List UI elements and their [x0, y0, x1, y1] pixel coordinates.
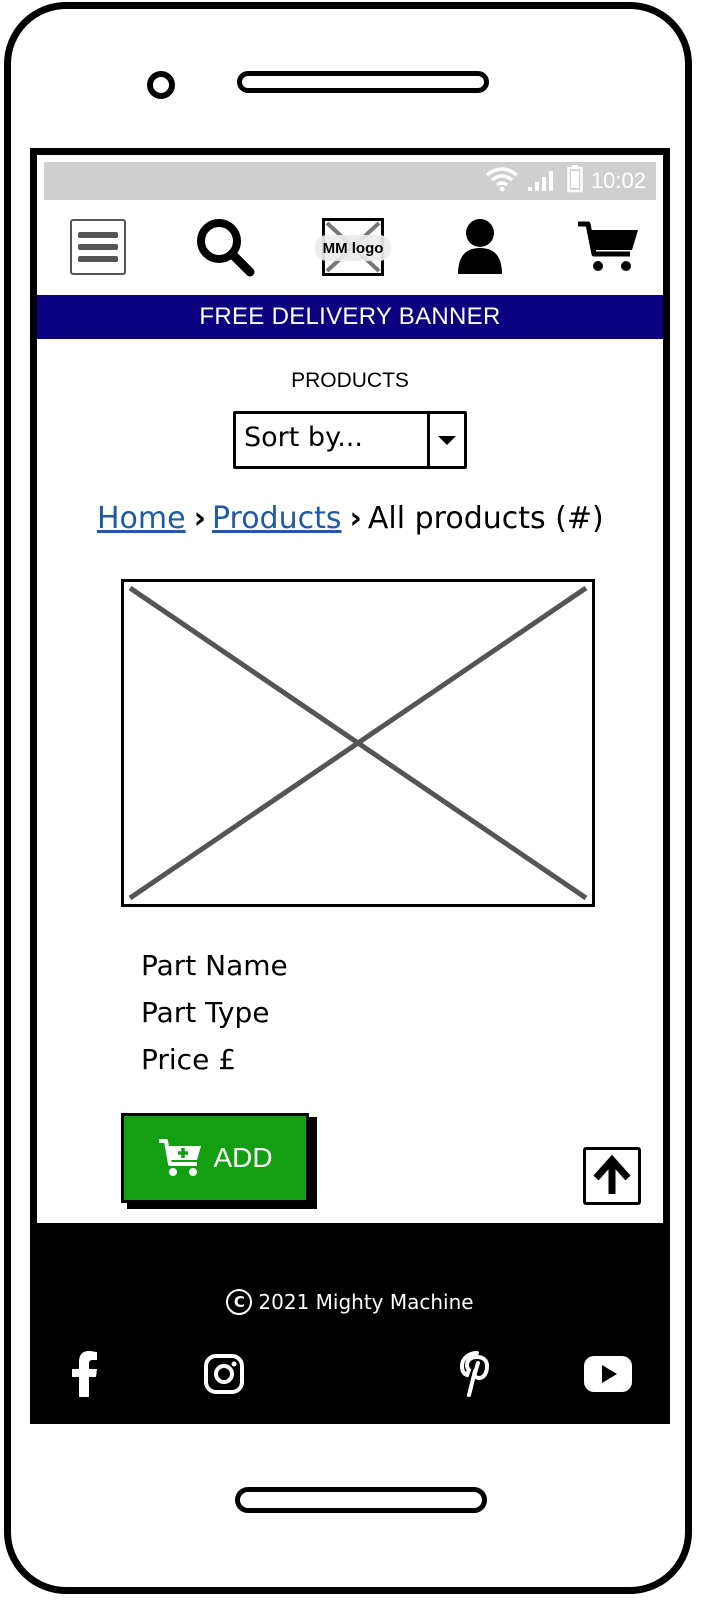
- status-bar: 10:02: [44, 162, 656, 200]
- header: MM logo: [44, 210, 656, 284]
- copyright: C 2021 Mighty Machine: [37, 1289, 663, 1315]
- cart-button[interactable]: [576, 210, 640, 284]
- wifi-icon: [485, 166, 519, 196]
- product-type: Part Type: [141, 996, 270, 1029]
- breadcrumb-home-link[interactable]: Home: [97, 501, 186, 536]
- logo-text: MM logo: [315, 235, 391, 261]
- instagram-link[interactable]: [201, 1347, 247, 1401]
- signal-icon: [527, 166, 559, 196]
- facebook-icon: [72, 1351, 97, 1397]
- delivery-banner: FREE DELIVERY BANNER: [37, 295, 663, 339]
- account-button[interactable]: [452, 210, 508, 284]
- copyright-icon: C: [226, 1289, 253, 1315]
- product-price: Price £: [141, 1043, 237, 1076]
- instagram-icon: [204, 1354, 244, 1394]
- youtube-icon: [584, 1356, 632, 1392]
- sort-select[interactable]: Sort by...: [233, 411, 467, 469]
- search-button[interactable]: [194, 210, 256, 284]
- chevron-right-icon: ›: [349, 501, 362, 536]
- facebook-link[interactable]: [63, 1347, 107, 1401]
- sort-select-value: Sort by...: [244, 422, 363, 453]
- menu-button[interactable]: [68, 210, 128, 284]
- product-image-placeholder[interactable]: [121, 579, 595, 907]
- pinterest-icon: [460, 1351, 490, 1397]
- add-button-label: ADD: [213, 1142, 273, 1173]
- chevron-right-icon: ›: [193, 501, 206, 536]
- copyright-text: 2021 Mighty Machine: [258, 1290, 474, 1314]
- page-title: PRODUCTS: [291, 369, 409, 392]
- user-icon: [458, 219, 502, 274]
- status-time: 10:02: [590, 168, 646, 193]
- add-to-cart-icon: [159, 1139, 202, 1176]
- home-button[interactable]: [235, 1487, 487, 1513]
- speaker: [237, 71, 489, 93]
- logo-placeholder-image: MM logo: [315, 218, 391, 276]
- pinterest-link[interactable]: [455, 1347, 501, 1401]
- screen: 10:02 MM logo: [30, 148, 670, 1424]
- add-to-cart-button[interactable]: ADD: [121, 1113, 309, 1203]
- breadcrumb: Home › Products › All products (#): [97, 501, 604, 536]
- camera: [147, 71, 175, 99]
- youtube-link[interactable]: [581, 1347, 635, 1401]
- product-name: Part Name: [141, 949, 288, 982]
- cart-icon: [578, 221, 638, 271]
- arrow-up-icon: [593, 1154, 631, 1194]
- battery-icon: [567, 165, 583, 197]
- logo[interactable]: MM logo: [315, 210, 391, 284]
- footer: C 2021 Mighty Machine: [37, 1223, 663, 1417]
- breadcrumb-current: All products (#): [367, 501, 604, 536]
- back-to-top-button[interactable]: [583, 1147, 641, 1205]
- search-icon: [197, 219, 255, 277]
- breadcrumb-products-link[interactable]: Products: [211, 501, 342, 536]
- hamburger-icon: [70, 219, 126, 275]
- chevron-down-icon[interactable]: [427, 414, 464, 466]
